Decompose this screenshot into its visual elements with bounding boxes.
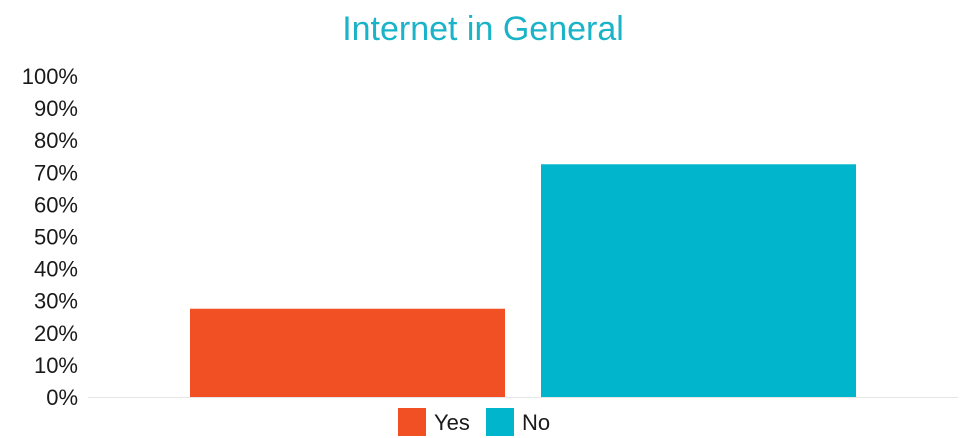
legend: Yes No (398, 408, 550, 436)
y-tick-label: 30% (34, 289, 78, 314)
legend-label-no: No (522, 410, 550, 435)
y-tick-label: 80% (34, 128, 78, 153)
bar-no (541, 164, 856, 397)
y-tick-label: 90% (34, 96, 78, 121)
y-tick-label: 60% (34, 192, 78, 217)
legend-swatch-no (486, 408, 514, 436)
legend-label-yes: Yes (434, 410, 470, 435)
y-tick-label: 20% (34, 321, 78, 346)
y-tick-label: 50% (34, 225, 78, 250)
y-tick-label: 0% (46, 385, 78, 410)
y-tick-label: 10% (34, 353, 78, 378)
bars (190, 164, 856, 397)
chart-title: Internet in General (342, 10, 624, 48)
y-tick-label: 40% (34, 257, 78, 282)
bar-yes (190, 308, 505, 397)
y-tick-label: 70% (34, 160, 78, 185)
legend-swatch-yes (398, 408, 426, 436)
y-axis: 0% 10% 20% 30% 40% 50% 60% 70% 80% 90% 100% (22, 64, 78, 410)
y-tick-label: 100% (22, 64, 78, 89)
